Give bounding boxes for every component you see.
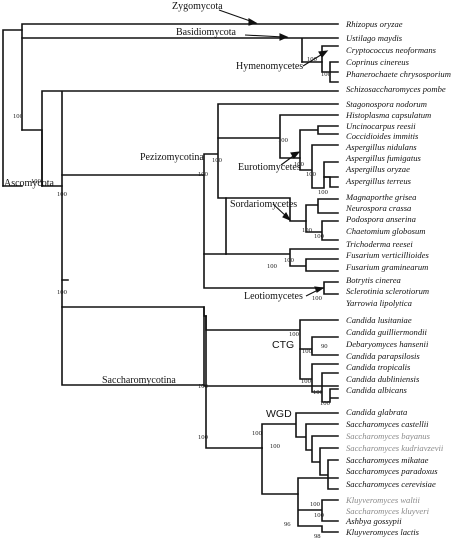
- support-value: 100: [270, 443, 281, 450]
- tip-schizo: Schizosaccharomyces pombe: [346, 84, 446, 94]
- tip-calbicans: Candida albicans: [346, 385, 408, 395]
- tip-phanerochaete: Phanerochaete chrysosporium: [345, 69, 451, 79]
- tip-sbayanus: Saccharomyces bayanus: [346, 431, 431, 441]
- tip-neurospora: Neurospora crassa: [345, 203, 411, 213]
- support-value: 100: [267, 263, 278, 270]
- support-value: 100: [312, 295, 323, 302]
- clade-sordariomycetes: Sordariomycetes: [230, 199, 297, 210]
- support-value: 100: [313, 389, 324, 396]
- tip-aterreus: Aspergillus terreus: [345, 176, 412, 186]
- support-value: 100: [294, 161, 305, 168]
- clade-saccharomycotina: Saccharomycotina: [102, 375, 176, 386]
- support-value: 100: [57, 289, 68, 296]
- support-value: 100: [198, 383, 209, 390]
- tip-debaryomyces: Debaryomyces hansenii: [345, 339, 429, 349]
- support-value: 100: [302, 227, 313, 234]
- tip-clusitaniae: Candida lusitaniae: [346, 315, 412, 325]
- tip-ctropicalis: Candida tropicalis: [346, 362, 411, 372]
- support-values: 1001001001001001001001001001001001001001…: [13, 56, 332, 540]
- clade-labels: Zygomycota Basidiomycota Hymenomycetes Pezi…: [4, 1, 303, 420]
- tip-cparapsilosis: Candida parapsilosis: [346, 351, 420, 361]
- tip-skudriavzevii: Saccharomyces kudriavzevii: [346, 443, 444, 453]
- tip-magnaporthe: Magnaporthe grisea: [345, 192, 416, 202]
- tip-anidulans: Aspergillus nidulans: [345, 142, 417, 152]
- clade-zygomycota: Zygomycota: [172, 1, 223, 12]
- tip-botrytis: Botrytis cinerea: [346, 275, 401, 285]
- clade-hymenomycetes: Hymenomycetes: [236, 61, 303, 72]
- tip-cglabrata: Candida glabrata: [346, 407, 407, 417]
- support-value: 96: [284, 521, 291, 528]
- tip-aoryzae: Aspergillus oryzae: [345, 164, 410, 174]
- tip-cguilliermondii: Candida guilliermondii: [346, 327, 428, 337]
- support-value: 98: [314, 533, 321, 540]
- support-value: 100: [284, 257, 295, 264]
- support-value: 100: [278, 137, 289, 144]
- tip-rhizopus: Rhizopus oryzae: [345, 19, 403, 29]
- support-value: 100: [310, 501, 321, 508]
- support-value: 100: [314, 512, 325, 519]
- support-value: 100: [13, 113, 24, 120]
- tip-histoplasma: Histoplasma capsulatum: [345, 110, 431, 120]
- tip-kwaltii: Kluyveromyces waltii: [345, 495, 421, 505]
- support-value: 100: [289, 331, 300, 338]
- tip-trichoderma: Trichoderma reesei: [346, 239, 413, 249]
- clade-eurotiomycetes: Eurotiomycetes: [238, 162, 301, 173]
- clade-basidiomycota: Basidiomycota: [176, 27, 237, 38]
- clade-ascomycota: Ascomycota: [4, 178, 55, 189]
- support-value: 100: [198, 434, 209, 441]
- support-value: 100: [318, 189, 329, 196]
- tip-scerevisiae: Saccharomyces cerevisiae: [346, 479, 436, 489]
- tip-sclerotinia: Sclerotinia sclerotiorum: [346, 286, 429, 296]
- tip-ashbya: Ashbya gossypii: [345, 516, 402, 526]
- clade-pezizomycotina: Pezizomycotina: [140, 152, 204, 163]
- tip-cryptococcus: Cryptococcus neoformans: [346, 45, 437, 55]
- clade-pointers: [218, 9, 329, 297]
- support-value: 100: [198, 171, 209, 178]
- tip-coprinus: Coprinus cinereus: [346, 57, 410, 67]
- tip-yarrowia: Yarrowia lipolytica: [346, 298, 412, 308]
- tip-smikatae: Saccharomyces mikatae: [346, 455, 429, 465]
- support-value: 100: [212, 157, 223, 164]
- support-value: 90: [321, 343, 328, 350]
- tip-fverticillioides: Fusarium verticillioides: [345, 250, 429, 260]
- tip-scastellii: Saccharomyces castellii: [346, 419, 429, 429]
- tree-branches: [2, 23, 339, 533]
- clade-ctg: CTG: [272, 339, 294, 351]
- tip-sparadoxus: Saccharomyces paradoxus: [346, 466, 438, 476]
- tip-skluyveri: Saccharomyces kluyveri: [346, 506, 430, 516]
- tip-afumigatus: Aspergillus fumigatus: [345, 153, 422, 163]
- clade-wgd: WGD: [266, 408, 292, 420]
- support-value: 100: [306, 171, 317, 178]
- tip-stagonospora: Stagonospora nodorum: [346, 99, 427, 109]
- tip-chaetomium: Chaetomium globosum: [346, 226, 426, 236]
- tip-fgraminearum: Fusarium graminearum: [345, 262, 428, 272]
- clade-leotiomycetes: Leotiomycetes: [244, 291, 303, 302]
- support-value: 100: [301, 378, 312, 385]
- support-value: 100: [307, 56, 318, 63]
- support-value: 100: [302, 348, 313, 355]
- support-value: 100: [320, 400, 331, 407]
- tip-podospora: Podospora anserina: [345, 214, 416, 224]
- tip-ustilago: Ustilago maydis: [346, 33, 403, 43]
- support-value: 100: [252, 430, 263, 437]
- tip-cdubliniensis: Candida dubliniensis: [346, 374, 420, 384]
- tip-labels: Rhizopus oryzae Ustilago maydis Cryptococc…: [345, 19, 451, 537]
- support-value: 100: [314, 233, 325, 240]
- tip-uncinocarpus: Uncinocarpus reesii: [346, 121, 416, 131]
- support-value: 100: [321, 71, 332, 78]
- support-value: 100: [31, 178, 42, 185]
- tip-klactis: Kluyveromyces lactis: [345, 527, 420, 537]
- tip-coccidioides: Coccidioides immitis: [346, 131, 419, 141]
- support-value: 100: [57, 191, 68, 198]
